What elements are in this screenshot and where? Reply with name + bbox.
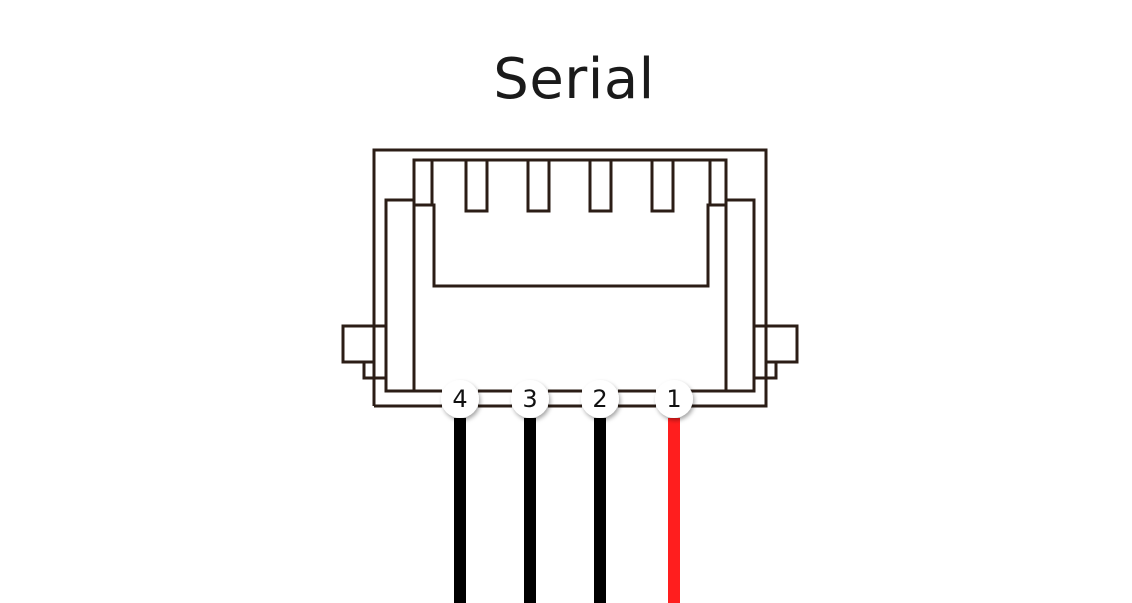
latch-left xyxy=(341,324,386,380)
pin-label-2: 2 xyxy=(592,385,607,413)
wire-pin-3 xyxy=(524,418,536,603)
housing-inner-wall-left xyxy=(412,200,442,393)
pin-circle-3 xyxy=(511,380,549,418)
housing-inner-outline-left xyxy=(384,158,756,393)
contact-slot-4 xyxy=(464,158,489,213)
wire-pin-4 xyxy=(454,418,466,603)
pin-label-1: 1 xyxy=(666,385,681,413)
connector-housing xyxy=(341,148,799,408)
pin-label-3: 3 xyxy=(522,385,537,413)
wire-pin-1 xyxy=(668,418,680,603)
pin-label-4: 4 xyxy=(452,385,467,413)
contact-slot-3 xyxy=(526,158,551,213)
diagram-title: Serial xyxy=(493,47,655,112)
housing-outer-outline xyxy=(372,148,768,408)
contact-slot-1 xyxy=(650,158,675,213)
cavity xyxy=(430,160,712,288)
pin-markers: 4 3 2 1 xyxy=(441,380,693,418)
pin-circle-2 xyxy=(581,380,619,418)
latch-right xyxy=(754,324,799,380)
pin-circle-1 xyxy=(655,380,693,418)
wires xyxy=(454,418,680,603)
wire-pin-2 xyxy=(594,418,606,603)
contact-slot-2 xyxy=(588,158,613,213)
pin-circle-4 xyxy=(441,380,479,418)
housing-inner-wall-right xyxy=(690,200,728,393)
